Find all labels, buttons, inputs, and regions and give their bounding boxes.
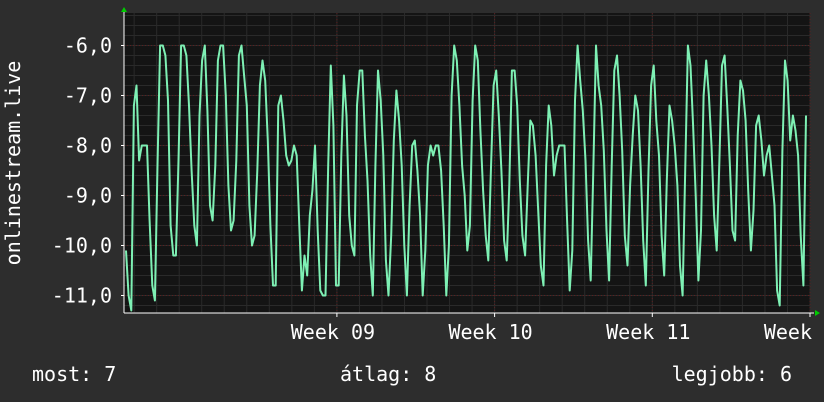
y-axis-arrow <box>121 7 127 12</box>
y-tick-label: -10,0 <box>52 234 112 258</box>
legend-row: most: 7 átlag: 8 legjobb: 6 <box>0 362 824 388</box>
x-tick-label: Week 10 <box>448 320 532 344</box>
x-tick-label: Week 11 <box>606 320 690 344</box>
stat-best: legjobb: 6 <box>671 362 792 386</box>
x-axis-arrow <box>815 310 820 316</box>
y-tick-label: -8,0 <box>64 134 112 158</box>
stat-average: átlag: 8 <box>340 362 437 386</box>
stat-last: most: 7 <box>32 362 117 386</box>
y-tick-label: -7,0 <box>64 84 112 108</box>
x-tick-label: Week 09 <box>291 320 375 344</box>
y-axis-label: onlinestream.live <box>1 61 25 266</box>
line-chart: -11,0 -10,0 -9,0 -8,0 -7,0 -6,0 Week 09 Week 10… <box>1 7 824 344</box>
x-tick-label: Week 12 <box>764 320 824 344</box>
y-tick-label: -11,0 <box>52 284 112 308</box>
y-tick-label: -6,0 <box>64 34 112 58</box>
series-line <box>125 44 807 312</box>
y-tick-label: -9,0 <box>64 184 112 208</box>
